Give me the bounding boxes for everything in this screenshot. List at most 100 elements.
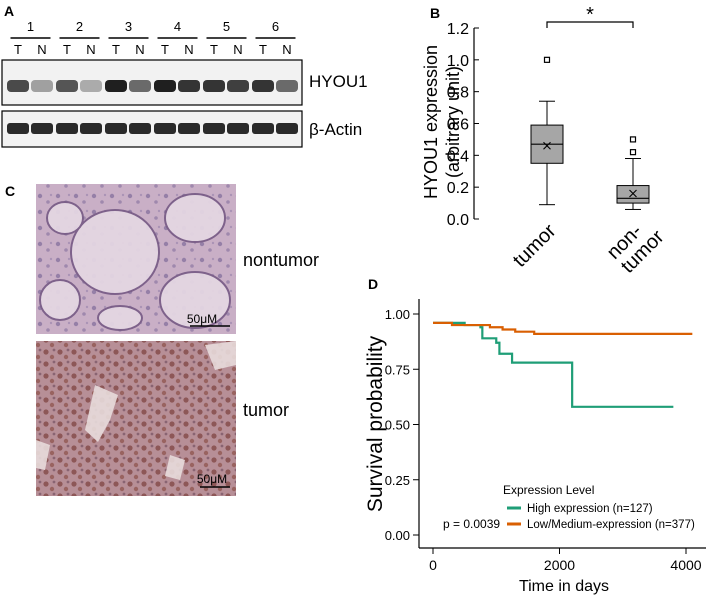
mean-marker — [629, 189, 637, 198]
hyou1-band — [80, 80, 102, 92]
y-tick-label: 0.8 — [447, 85, 469, 102]
p-value: p = 0.0039 — [443, 517, 500, 531]
y-axis-label-line: (arbitrary unit) — [443, 66, 463, 178]
hyou1-band — [56, 80, 78, 92]
km-series — [433, 321, 693, 408]
actin-label: β-Actin — [309, 120, 362, 139]
km-legend: Expression Level High expression (n=127) L… — [503, 483, 695, 531]
km-series-line — [433, 321, 693, 335]
sample-label: N — [184, 42, 193, 57]
hyou1-band — [227, 80, 249, 92]
box-y-axis: 0.0 0.2 0.4 0.6 0.8 1.0 1.2 — [447, 21, 479, 229]
significance-star: * — [586, 4, 594, 26]
significance-bracket: * — [546, 4, 634, 28]
sample-label: T — [259, 42, 267, 57]
sample-label: T — [112, 42, 120, 57]
box-y-axis-label: HYOU1 expression (arbitrary unit) — [421, 45, 463, 199]
hyou1-band — [7, 80, 29, 92]
hyou1-band — [203, 80, 225, 92]
legend-label: Low/Medium-expression (n=377) — [527, 519, 695, 531]
lane-number: 4 — [174, 19, 181, 34]
actin-band — [252, 123, 274, 134]
nontumor-scale-bar: 50μM — [187, 312, 217, 326]
outlier-point — [543, 56, 551, 63]
panel-label-b: B — [430, 5, 440, 21]
hyou1-band — [154, 80, 176, 92]
lane-number: 1 — [27, 19, 34, 34]
actin-band — [227, 123, 249, 134]
bracket-line — [546, 21, 634, 28]
lane-number: 3 — [125, 19, 132, 34]
mean-marker — [543, 141, 551, 150]
lane-number: 5 — [223, 19, 230, 34]
nontumor-label: nontumor — [243, 250, 319, 270]
x-category-label: tumor — [509, 220, 561, 272]
actin-band — [178, 123, 200, 134]
panel-c: C nontumor 50μM — [5, 183, 319, 496]
x-tick-label: 0 — [429, 557, 437, 573]
y-tick-label: 0.0 — [447, 212, 469, 229]
lane-number: 6 — [272, 19, 279, 34]
hyou1-band — [129, 80, 151, 92]
actin-band — [129, 123, 151, 134]
tumor-image — [36, 341, 236, 496]
actin-band — [105, 123, 127, 134]
y-tick-label: 0.00 — [385, 528, 410, 543]
hyou1-band — [252, 80, 274, 92]
y-tick-label: 0.25 — [385, 473, 410, 488]
actin-band — [203, 123, 225, 134]
hyou1-band — [105, 80, 127, 92]
hyou1-band — [276, 80, 298, 92]
lane-number: 2 — [76, 19, 83, 34]
outlier-point — [629, 136, 637, 143]
outlier-point — [629, 149, 637, 156]
sample-label: T — [161, 42, 169, 57]
y-tick-label: 0.2 — [447, 180, 469, 197]
y-tick-label: 1.00 — [385, 307, 410, 322]
nontumor-image — [36, 184, 236, 334]
km-series-line — [433, 321, 674, 408]
x-axis-label: Time in days — [519, 578, 609, 595]
box-plot — [530, 56, 650, 210]
sample-label: N — [233, 42, 242, 57]
actin-band — [80, 123, 102, 134]
sample-label: N — [86, 42, 95, 57]
y-axis-label: Survival probability — [364, 335, 387, 512]
hyou1-band — [31, 80, 53, 92]
panel-b: B 0.0 0.2 0.4 0.6 0.8 1.0 1.2 HYOU1 expression… — [421, 4, 669, 278]
sample-label: N — [282, 42, 291, 57]
actin-bands — [7, 123, 298, 134]
x-tick-label: 4000 — [670, 557, 701, 573]
sample-label: N — [135, 42, 144, 57]
y-tick-label: 0.4 — [447, 148, 469, 165]
legend-title: Expression Level — [503, 483, 594, 497]
actin-band — [56, 123, 78, 134]
hyou1-band — [178, 80, 200, 92]
y-tick-label: 1.0 — [447, 53, 469, 70]
actin-band — [31, 123, 53, 134]
y-tick-label: 0.6 — [447, 117, 469, 134]
panel-label-a: A — [4, 3, 14, 19]
box — [616, 185, 650, 204]
y-axis-label-line: HYOU1 expression — [421, 45, 441, 199]
x-tick-label: 2000 — [544, 557, 575, 573]
panel-d: D 0.00 0.25 0.50 0.75 1.00 0 2000 4000 Survival … — [364, 276, 706, 595]
hyou1-bands — [7, 80, 298, 92]
panel-label-c: C — [5, 183, 15, 199]
y-tick-label: 0.50 — [385, 418, 410, 433]
sample-label: T — [63, 42, 71, 57]
y-tick-label: 1.2 — [447, 21, 469, 38]
lane-labels: 1T N2T N3T N4T N5T N6T N — [10, 19, 296, 57]
sample-label: T — [210, 42, 218, 57]
sample-label: N — [37, 42, 46, 57]
tumor-label: tumor — [243, 400, 289, 420]
legend-label: High expression (n=127) — [527, 503, 653, 515]
actin-band — [154, 123, 176, 134]
panel-label-d: D — [368, 276, 378, 292]
panel-a: A 1T N2T N3T N4T N5T N6T N HYOU1 β-Actin — [1, 3, 368, 148]
box-x-labels: tumor non-tumor — [509, 220, 669, 278]
km-axes: 0.00 0.25 0.50 0.75 1.00 0 2000 4000 Survival pr… — [364, 299, 706, 595]
tumor-scale-bar: 50μM — [197, 472, 227, 486]
actin-band — [276, 123, 298, 134]
hyou1-label: HYOU1 — [309, 72, 368, 91]
